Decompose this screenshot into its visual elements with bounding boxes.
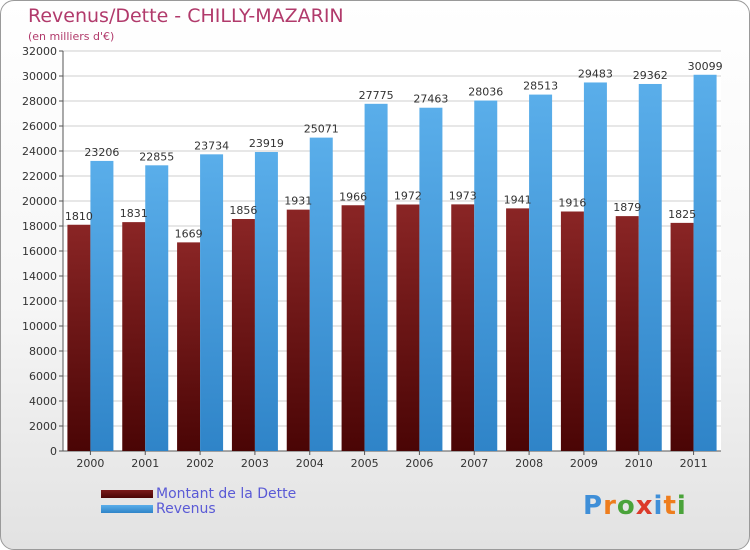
data-label-revenus: 22855	[139, 150, 174, 163]
bar-dette	[177, 242, 201, 451]
y-tick-label: 20000	[22, 195, 57, 208]
y-tick-label: 10000	[22, 320, 57, 333]
data-label-revenus: 23919	[249, 137, 284, 150]
logo-letter: o	[616, 491, 636, 521]
data-label-dette: 1972	[394, 190, 422, 203]
y-tick-label: 14000	[22, 270, 57, 283]
data-label-revenus: 28513	[523, 80, 558, 93]
x-tick-label: 2009	[570, 457, 598, 470]
bar-dette	[396, 204, 420, 451]
bar-dette	[506, 208, 530, 451]
bar-revenus	[529, 94, 553, 452]
data-label-dette: 1966	[339, 190, 367, 203]
bar-revenus	[309, 137, 333, 452]
proxiti-logo: Proxiti	[583, 491, 687, 521]
data-label-dette: 1941	[504, 193, 532, 206]
data-labels: 1810 23206 1831 22855 1669 23734 1856 23919 1931…	[65, 60, 723, 241]
chart-subtitle: (en milliers d'€)	[28, 30, 115, 43]
x-tick-label: 2000	[76, 457, 104, 470]
x-tick-label: 2011	[680, 457, 708, 470]
x-tick-label: 2010	[625, 457, 653, 470]
data-label-dette: 1831	[120, 207, 148, 220]
bar-dette	[122, 222, 146, 451]
x-tick-label: 2004	[296, 457, 324, 470]
bar-revenus	[364, 103, 388, 451]
data-label-dette: 1931	[284, 195, 312, 208]
data-label-revenus: 30099	[688, 60, 723, 73]
bars	[67, 74, 717, 452]
bar-dette	[670, 222, 694, 451]
y-tick-label: 24000	[22, 145, 57, 158]
data-label-revenus: 27463	[413, 93, 448, 106]
logo-letter: t	[663, 491, 677, 521]
data-label-revenus: 27775	[359, 89, 394, 102]
y-tick-label: 32000	[22, 45, 57, 58]
data-label-dette: 1810	[65, 210, 93, 223]
x-tick-label: 2001	[131, 457, 159, 470]
data-label-dette: 1973	[449, 189, 477, 202]
bar-dette	[451, 204, 475, 451]
bar-dette	[286, 209, 310, 451]
bar-dette	[615, 216, 639, 451]
bar-revenus	[254, 152, 278, 451]
x-tick-label: 2008	[515, 457, 543, 470]
y-tick-label: 28000	[22, 95, 57, 108]
data-label-dette: 1916	[558, 197, 586, 210]
data-label-revenus: 23206	[84, 146, 119, 159]
y-tick-label: 0	[50, 445, 57, 458]
data-label-revenus: 25071	[304, 123, 339, 136]
bar-revenus	[90, 160, 114, 452]
y-axis-ticks: 0 2000 4000 6000 8000 10000 12000 14000 16000 180…	[22, 45, 721, 458]
x-axis-ticks: 2000 2001 2002 2003 2004 2005 2006 2007 2008 2009…	[76, 451, 708, 470]
bar-revenus	[145, 165, 169, 451]
bar-revenus	[693, 74, 717, 451]
x-tick-label: 2006	[405, 457, 433, 470]
y-tick-label: 18000	[22, 220, 57, 233]
logo-letter: P	[583, 491, 604, 521]
legend-swatch-dette	[101, 490, 153, 498]
x-tick-label: 2005	[351, 457, 379, 470]
x-tick-label: 2002	[186, 457, 214, 470]
bar-revenus	[474, 100, 498, 452]
data-label-revenus: 29362	[633, 69, 668, 82]
bar-revenus	[638, 83, 662, 451]
y-tick-label: 6000	[29, 370, 57, 383]
logo-letter: r	[603, 491, 617, 521]
data-label-revenus: 28036	[468, 86, 503, 99]
bar-dette	[67, 224, 91, 451]
chart-title: Revenus/Dette - CHILLY-MAZARIN	[28, 5, 344, 27]
y-tick-label: 2000	[29, 420, 57, 433]
grid-lines	[63, 50, 721, 452]
bar-dette	[231, 219, 255, 451]
bar-revenus	[200, 154, 224, 451]
data-label-revenus: 29483	[578, 67, 613, 80]
bar-revenus	[583, 82, 607, 452]
x-tick-label: 2003	[241, 457, 269, 470]
y-tick-label: 8000	[29, 345, 57, 358]
y-tick-label: 30000	[22, 70, 57, 83]
logo-letter: x	[635, 491, 654, 521]
legend-label-dette: Montant de la Dette	[156, 486, 297, 502]
legend-label-revenus: Revenus	[156, 501, 216, 517]
logo-letter: i	[676, 491, 687, 521]
data-label-revenus: 23734	[194, 139, 229, 152]
bar-dette	[560, 211, 584, 451]
y-tick-label: 16000	[22, 245, 57, 258]
logo-letter: i	[653, 491, 664, 521]
data-label-dette: 1856	[229, 204, 257, 217]
y-tick-label: 22000	[22, 170, 57, 183]
data-label-dette: 1825	[668, 208, 696, 221]
x-tick-label: 2007	[460, 457, 488, 470]
data-label-dette: 1879	[613, 201, 641, 214]
bar-dette	[341, 205, 365, 451]
y-tick-label: 12000	[22, 295, 57, 308]
legend-swatch-revenus	[101, 505, 153, 513]
data-label-dette: 1669	[175, 227, 203, 240]
bar-revenus	[419, 107, 443, 452]
y-tick-label: 4000	[29, 395, 57, 408]
y-tick-label: 26000	[22, 120, 57, 133]
